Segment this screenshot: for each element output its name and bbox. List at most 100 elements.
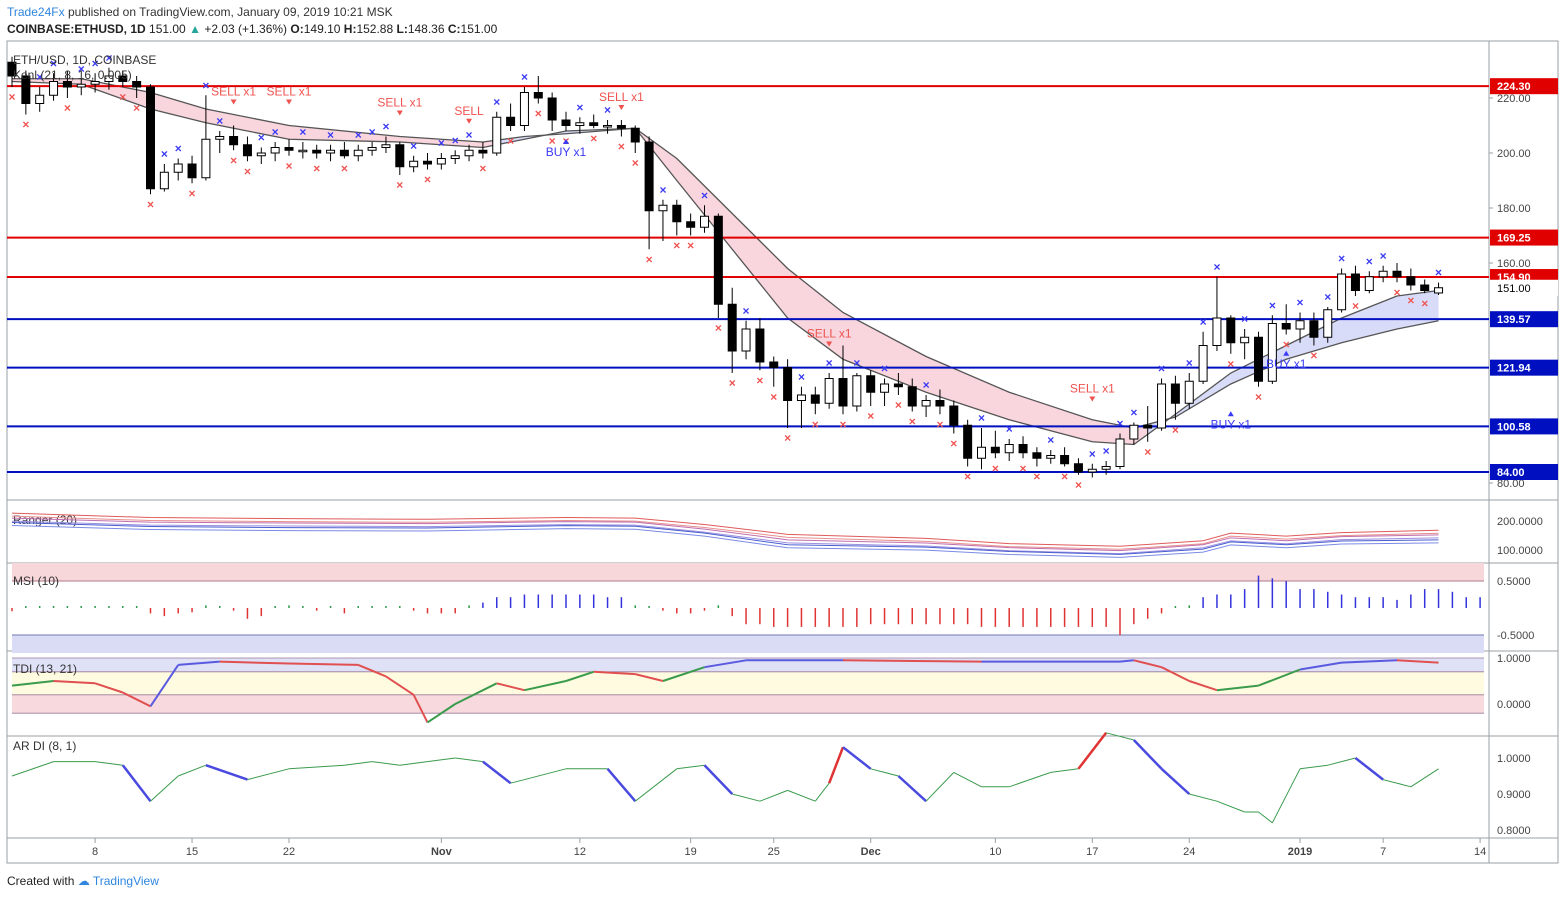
candle-body bbox=[866, 375, 876, 393]
ardi-line-segment bbox=[1354, 757, 1384, 781]
msi-bar bbox=[52, 606, 55, 608]
price-pane-title: ETH/USD, 1D, COINBASE bbox=[13, 53, 156, 67]
msi-bar bbox=[288, 605, 290, 608]
tdi-title: TDI (13, 21) bbox=[13, 662, 77, 676]
tdi-line-segment bbox=[1258, 668, 1301, 687]
symbol-line: COINBASE:ETHUSD, 1D 151.00 ▲ +2.03 (+1.3… bbox=[7, 22, 497, 36]
x-tick-label: 22 bbox=[283, 846, 295, 858]
signal-cross: × bbox=[964, 470, 971, 484]
candle-body bbox=[215, 136, 225, 140]
tdi-line-segment bbox=[842, 659, 982, 663]
msi-bar bbox=[939, 608, 941, 625]
msi-bar bbox=[509, 597, 512, 608]
ardi-line-segment bbox=[676, 764, 705, 770]
footer: Created with ☁ TradingView bbox=[7, 874, 159, 888]
sell-arrow-icon bbox=[618, 105, 625, 110]
publisher-link[interactable]: Trade24Fx bbox=[7, 5, 65, 19]
signal-cross: × bbox=[729, 376, 736, 390]
y-tick-label: 160.00 bbox=[1497, 258, 1531, 270]
candle-body bbox=[1420, 284, 1430, 291]
tdi-line-segment bbox=[122, 691, 151, 708]
tdi-line-segment bbox=[1341, 659, 1398, 664]
candle-body bbox=[963, 424, 973, 459]
signal-cross: × bbox=[1310, 349, 1317, 363]
y-tick-label: 80.00 bbox=[1497, 478, 1525, 490]
ardi-line-segment bbox=[178, 764, 207, 777]
tdi-line-segment bbox=[11, 680, 54, 687]
tdi-line-segment bbox=[496, 682, 525, 692]
signal-cross: × bbox=[521, 70, 528, 84]
signal-cross: × bbox=[341, 162, 348, 176]
signal-cross: × bbox=[64, 101, 71, 115]
msi-bar bbox=[994, 608, 997, 627]
candle-body bbox=[1115, 438, 1125, 467]
candle-body bbox=[783, 367, 793, 401]
tdi-line-segment bbox=[412, 694, 429, 723]
open-label: O: bbox=[290, 22, 304, 36]
candle-body bbox=[201, 138, 211, 179]
msi-bar bbox=[385, 606, 387, 608]
msi-bar bbox=[108, 606, 110, 608]
tdi-line-segment bbox=[704, 659, 747, 669]
signal-cross: × bbox=[1130, 406, 1137, 420]
candle-body bbox=[49, 81, 59, 96]
msi-bar bbox=[496, 597, 498, 608]
msi-bar bbox=[357, 606, 359, 608]
tdi-lower-band bbox=[12, 694, 1484, 714]
candle-body bbox=[173, 163, 183, 173]
msi-bar bbox=[1091, 608, 1094, 627]
candle-body bbox=[1073, 463, 1083, 473]
msi-bar bbox=[1299, 589, 1301, 608]
msi-bar bbox=[745, 608, 747, 625]
candle-body bbox=[76, 83, 86, 88]
candle-body bbox=[436, 158, 446, 165]
candle-body bbox=[1406, 276, 1416, 286]
tdi-line-segment bbox=[635, 673, 664, 682]
price-label-box bbox=[1490, 311, 1558, 328]
signal-cross: × bbox=[258, 131, 265, 145]
change-arrow: ▲ bbox=[189, 22, 201, 36]
ardi-line-segment bbox=[1160, 767, 1191, 795]
ardi-line-segment bbox=[703, 764, 734, 795]
signal-cross: × bbox=[119, 90, 126, 104]
ardi-line-segment bbox=[814, 782, 830, 802]
candle-body bbox=[838, 378, 848, 407]
candle-body bbox=[810, 394, 820, 404]
candle-body bbox=[741, 328, 751, 352]
msi-bar bbox=[869, 608, 872, 625]
signal-cross: × bbox=[189, 186, 196, 200]
price-label-text: 151.00 bbox=[1497, 283, 1531, 295]
signal-cross: × bbox=[1421, 296, 1428, 310]
y-tick-label: 220.00 bbox=[1497, 93, 1531, 105]
msi-bar bbox=[1050, 608, 1052, 627]
msi-bar bbox=[1216, 594, 1218, 608]
signal-cross: × bbox=[1380, 249, 1387, 263]
msi-bar bbox=[80, 606, 82, 608]
signal-cross: × bbox=[784, 431, 791, 445]
tdi-line-segment bbox=[53, 680, 96, 685]
signal-cross: × bbox=[1255, 390, 1262, 404]
signal-cross: × bbox=[687, 239, 694, 253]
ardi-line-segment bbox=[1132, 739, 1163, 770]
ardi-line-segment bbox=[11, 761, 54, 777]
msi-bar bbox=[1271, 578, 1274, 608]
candle-body bbox=[1295, 320, 1305, 330]
tdi-line-segment bbox=[1299, 661, 1342, 671]
signal-cross: × bbox=[1324, 290, 1331, 304]
y-tick-label: 200.00 bbox=[1497, 148, 1531, 160]
signal-cross: × bbox=[216, 114, 223, 128]
candle-body bbox=[367, 147, 377, 151]
ribbon-fast-line bbox=[11, 80, 1439, 446]
msi-bar bbox=[1313, 589, 1315, 608]
signal-cross: × bbox=[1116, 417, 1123, 431]
ardi-line-segment bbox=[1271, 768, 1301, 824]
ardi-line-segment bbox=[510, 768, 567, 784]
signal-cross: × bbox=[1297, 296, 1304, 310]
msi-bar bbox=[1396, 599, 1398, 608]
msi-bar bbox=[482, 602, 484, 608]
open-value: 149.10 bbox=[303, 22, 341, 36]
tradingview-link[interactable]: TradingView bbox=[92, 874, 159, 888]
msi-y-tick: -0.5000 bbox=[1497, 630, 1534, 642]
buy-arrow-icon bbox=[563, 139, 569, 144]
